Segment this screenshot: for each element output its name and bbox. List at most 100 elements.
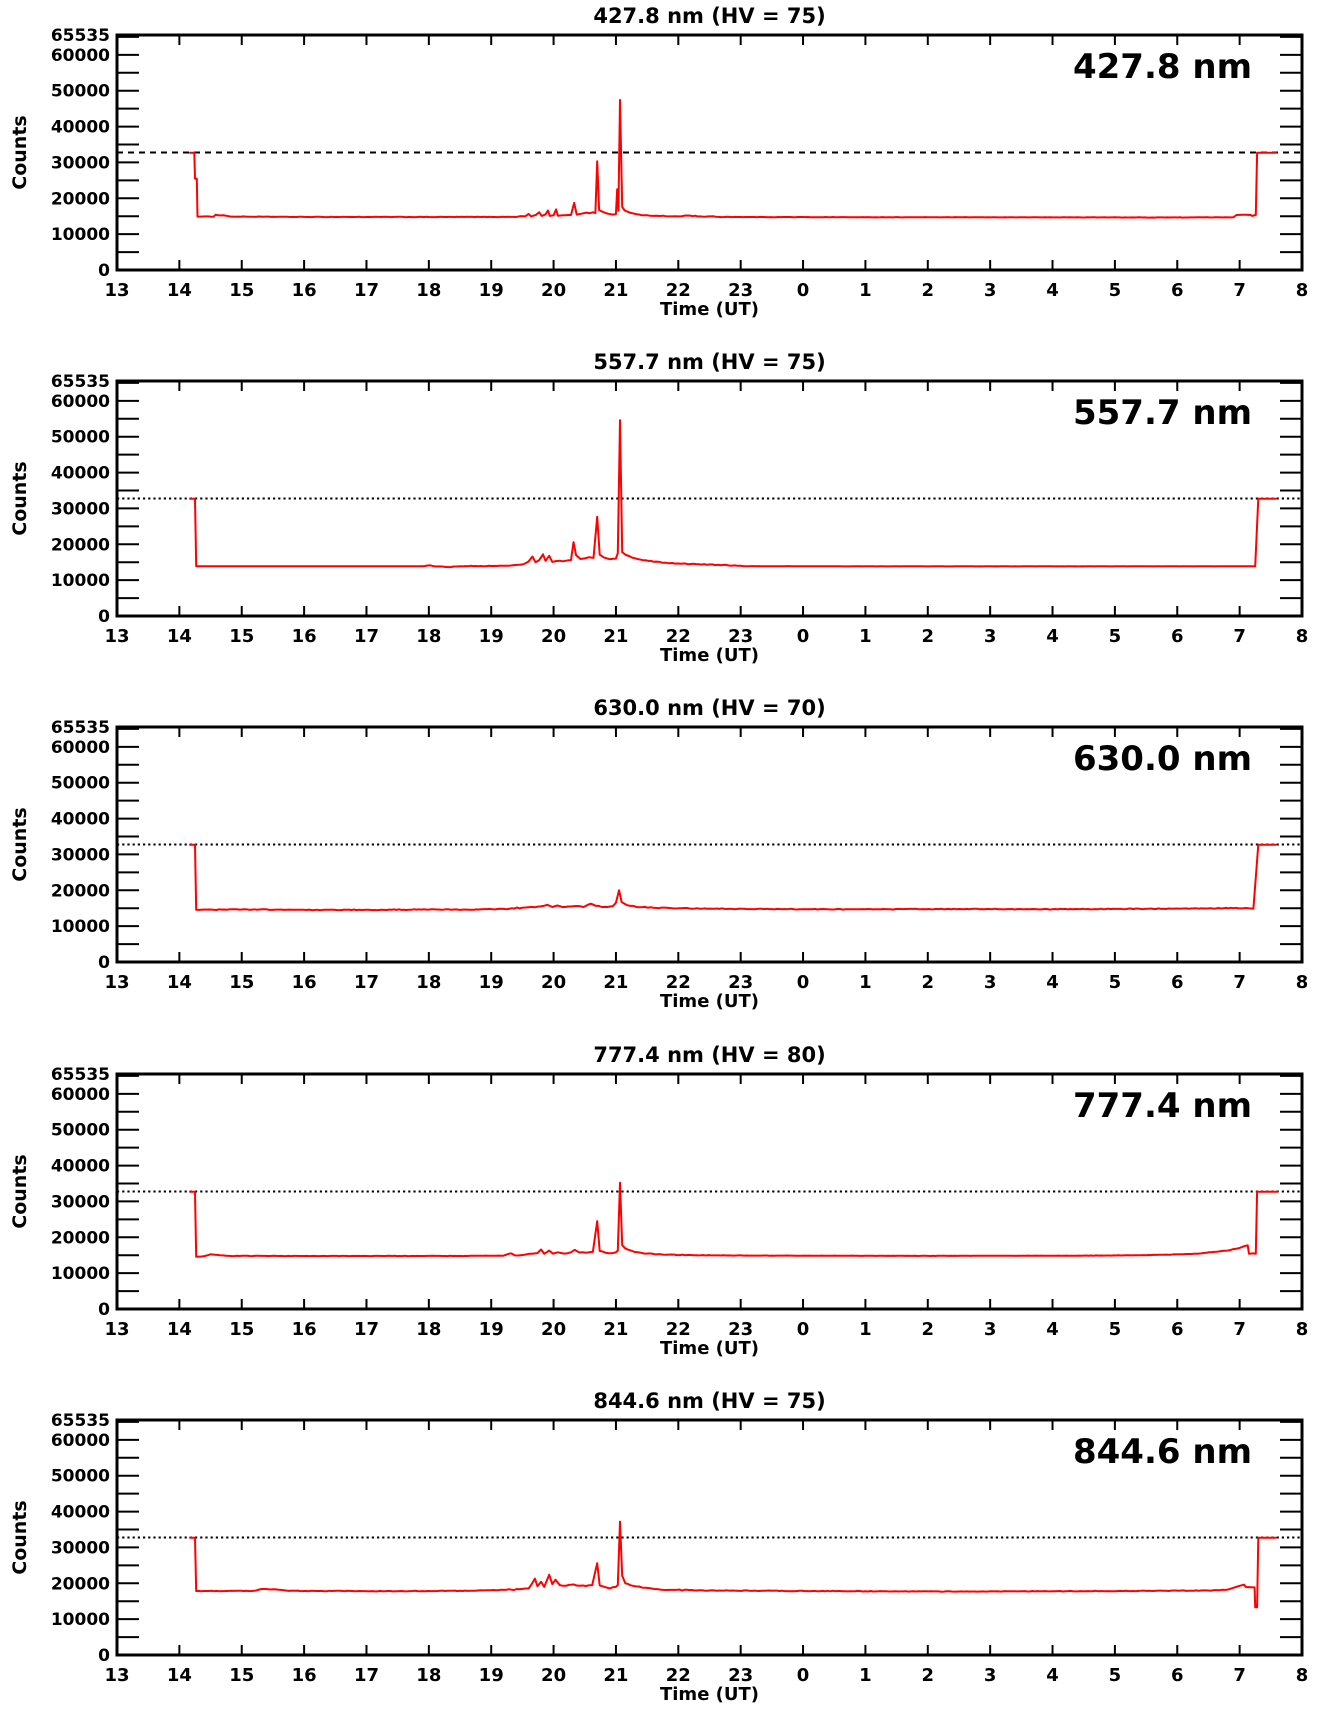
x-tick-label: 2 bbox=[922, 1665, 935, 1686]
y-tick-label: 65535 bbox=[51, 1065, 110, 1085]
x-tick-label: 18 bbox=[416, 1319, 441, 1340]
x-tick-label: 14 bbox=[167, 972, 192, 993]
series-844-6nm bbox=[189, 1520, 1277, 1609]
y-tick-label: 20000 bbox=[51, 535, 110, 555]
x-tick-label: 18 bbox=[416, 626, 441, 647]
x-tick-label: 16 bbox=[292, 1665, 317, 1686]
y-axis-title: Counts bbox=[9, 1154, 31, 1228]
x-tick-label: 2 bbox=[922, 626, 935, 647]
y-tick-label: 10000 bbox=[51, 571, 110, 591]
x-tick-label: 6 bbox=[1171, 1665, 1184, 1686]
panel-777-4nm-x-axis-title: Time (UT) bbox=[659, 1337, 760, 1359]
x-tick-label: 2 bbox=[922, 280, 935, 301]
y-tick-label: 30000 bbox=[51, 153, 110, 173]
x-tick-label: 19 bbox=[479, 972, 504, 993]
x-tick-label: 23 bbox=[728, 280, 753, 301]
x-tick-label: 17 bbox=[354, 1665, 379, 1686]
panel-630-0nm-x-axis-title: Time (UT) bbox=[659, 991, 760, 1013]
y-tick-label: 40000 bbox=[51, 464, 110, 484]
x-tick-label: 4 bbox=[1046, 1319, 1059, 1340]
y-tick-label: 60000 bbox=[51, 46, 110, 66]
x-tick-label: 15 bbox=[229, 1665, 254, 1686]
x-tick-label: 0 bbox=[797, 1665, 810, 1686]
y-tick-label: 20000 bbox=[51, 882, 110, 902]
y-axis-title: Counts bbox=[9, 808, 31, 882]
x-tick-label: 17 bbox=[354, 280, 379, 301]
x-tick-label: 0 bbox=[797, 626, 810, 647]
y-tick-label: 10000 bbox=[51, 918, 110, 938]
y-tick-label: 0 bbox=[98, 1646, 110, 1666]
x-tick-label: 23 bbox=[728, 1319, 753, 1340]
x-tick-label: 8 bbox=[1296, 1665, 1309, 1686]
x-tick-label: 2 bbox=[922, 972, 935, 993]
panel-557-7nm-x-axis-title: Time (UT) bbox=[659, 645, 760, 667]
x-tick-label: 5 bbox=[1109, 626, 1122, 647]
x-tick-label: 1 bbox=[859, 1665, 872, 1686]
x-tick-label: 1 bbox=[859, 1319, 872, 1340]
y-tick-label: 40000 bbox=[51, 1502, 110, 1522]
y-tick-label: 50000 bbox=[51, 82, 110, 102]
series-427-8nm bbox=[189, 99, 1277, 219]
x-tick-label: 17 bbox=[354, 972, 379, 993]
panel-844-6nm-title: 844.6 nm (HV = 75) bbox=[593, 1388, 826, 1413]
x-tick-label: 7 bbox=[1233, 972, 1246, 993]
x-tick-label: 18 bbox=[416, 280, 441, 301]
x-tick-label: 16 bbox=[292, 626, 317, 647]
x-tick-label: 21 bbox=[603, 626, 628, 647]
x-tick-label: 0 bbox=[797, 972, 810, 993]
y-tick-label: 40000 bbox=[51, 118, 110, 138]
x-tick-label: 21 bbox=[603, 972, 628, 993]
x-tick-label: 22 bbox=[666, 972, 691, 993]
y-tick-label: 50000 bbox=[51, 428, 110, 448]
y-tick-label: 50000 bbox=[51, 1467, 110, 1487]
y-tick-label: 65535 bbox=[51, 1411, 110, 1431]
x-tick-label: 3 bbox=[984, 280, 997, 301]
x-tick-label: 5 bbox=[1109, 1665, 1122, 1686]
x-tick-label: 4 bbox=[1046, 1665, 1059, 1686]
x-tick-label: 14 bbox=[167, 280, 192, 301]
x-tick-label: 15 bbox=[229, 1319, 254, 1340]
y-tick-label: 10000 bbox=[51, 1264, 110, 1284]
x-tick-label: 14 bbox=[167, 1319, 192, 1340]
x-tick-label: 0 bbox=[797, 280, 810, 301]
x-tick-label: 8 bbox=[1296, 280, 1309, 301]
y-tick-label: 40000 bbox=[51, 810, 110, 830]
x-tick-label: 4 bbox=[1046, 972, 1059, 993]
x-tick-label: 17 bbox=[354, 1319, 379, 1340]
x-tick-label: 22 bbox=[666, 1665, 691, 1686]
panel-630-0nm: 0 10000 20000 30000 40000 50000 60000 65535 13 14… bbox=[0, 692, 1336, 1039]
y-tick-label: 65535 bbox=[51, 718, 110, 738]
x-tick-label: 16 bbox=[292, 1319, 317, 1340]
x-tick-label: 20 bbox=[541, 280, 566, 301]
y-tick-label: 40000 bbox=[51, 1156, 110, 1176]
x-tick-label: 22 bbox=[666, 626, 691, 647]
y-tick-label: 60000 bbox=[51, 1431, 110, 1451]
x-tick-label: 17 bbox=[354, 626, 379, 647]
x-tick-label: 3 bbox=[984, 1665, 997, 1686]
x-tick-label: 4 bbox=[1046, 280, 1059, 301]
x-tick-label: 23 bbox=[728, 626, 753, 647]
y-tick-label: 10000 bbox=[51, 225, 110, 245]
x-tick-label: 4 bbox=[1046, 626, 1059, 647]
x-tick-label: 7 bbox=[1233, 280, 1246, 301]
x-tick-label: 6 bbox=[1171, 280, 1184, 301]
x-tick-label: 20 bbox=[541, 1319, 566, 1340]
panel-427-8nm: 0 10000 20000 30000 40000 50000 60000 65535 13 14… bbox=[0, 0, 1336, 347]
y-axis-title: Counts bbox=[9, 461, 31, 535]
x-tick-label: 21 bbox=[603, 1665, 628, 1686]
x-tick-label: 6 bbox=[1171, 972, 1184, 993]
y-tick-label: 0 bbox=[98, 953, 110, 973]
x-tick-label: 19 bbox=[479, 1665, 504, 1686]
series-557-7nm bbox=[189, 419, 1277, 569]
panel-844-6nm: 0 10000 20000 30000 40000 50000 60000 65535 13 14… bbox=[0, 1385, 1336, 1732]
y-axis-title: Counts bbox=[9, 1500, 31, 1574]
y-tick-label: 30000 bbox=[51, 1192, 110, 1212]
y-tick-label: 30000 bbox=[51, 500, 110, 520]
panel-427-8nm-wavelength-label: 427.8 nm bbox=[1072, 47, 1252, 87]
x-tick-label: 3 bbox=[984, 626, 997, 647]
x-tick-label: 23 bbox=[728, 1665, 753, 1686]
panel-844-6nm-wavelength-label: 844.6 nm bbox=[1072, 1431, 1252, 1472]
panel-777-4nm: 0 10000 20000 30000 40000 50000 60000 65535 13 14… bbox=[0, 1039, 1336, 1386]
x-tick-label: 20 bbox=[541, 1665, 566, 1686]
